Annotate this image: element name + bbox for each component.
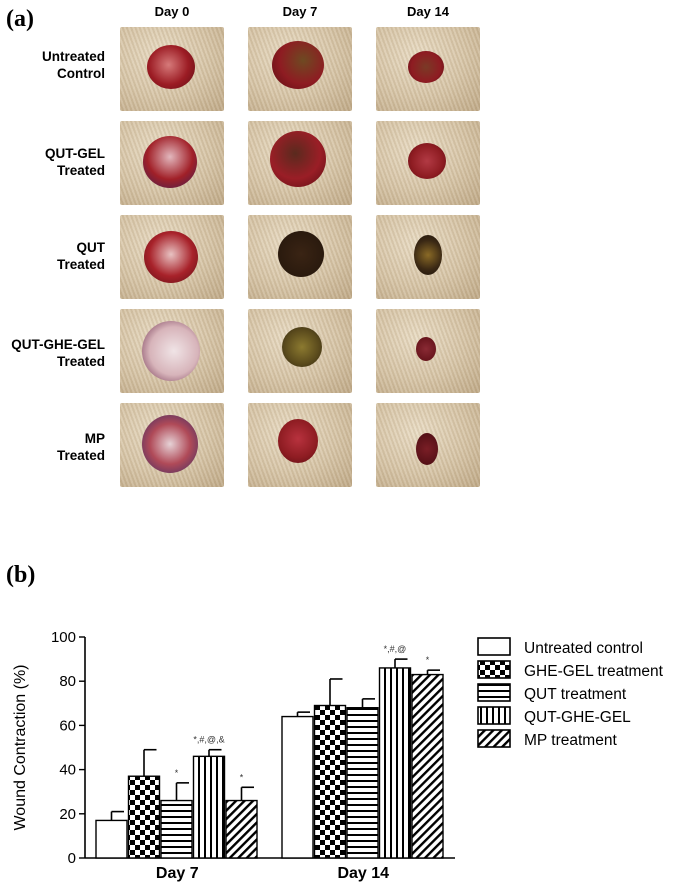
legend-label: GHE-GEL treatment <box>524 663 664 680</box>
legend-swatch-checker <box>477 660 511 679</box>
column-header-day-7: Day 7 <box>282 4 318 19</box>
wound-photo-qut-ghe-gel-day14 <box>376 309 480 393</box>
column-header-day-0: Day 0 <box>154 4 190 19</box>
legend-label: QUT-GHE-GEL <box>524 709 631 726</box>
row-label-qut: QUT Treated <box>56 240 105 272</box>
panel-a-label: (a) <box>6 6 34 32</box>
y-tick-label: 80 <box>59 673 76 690</box>
bar-plain-1 <box>281 715 314 859</box>
significance-marker: * <box>175 768 179 778</box>
bar-vlines-0 <box>192 755 226 859</box>
legend-swatch-hlines <box>477 683 511 702</box>
wound-photo-qut-gel-day0 <box>120 121 224 205</box>
bar-hlines-1 <box>346 707 379 859</box>
x-tick-label: Day 7 <box>156 865 199 882</box>
bar-diag-1 <box>411 673 444 859</box>
legend-label: QUT treatment <box>524 686 627 703</box>
significance-marker: *,#,@,& <box>193 735 224 745</box>
significance-marker: *,#,@ <box>384 644 407 654</box>
wound-photo-qut-day7 <box>248 215 352 299</box>
bar-vlines-1 <box>378 667 412 859</box>
wound-photo-mp-day7 <box>248 403 352 487</box>
wound-photo-qut-day0 <box>120 215 224 299</box>
bar-diag-0 <box>225 799 258 859</box>
row-label-mp: MP Treated <box>56 431 105 463</box>
legend-swatch-diag <box>477 729 511 748</box>
row-label-qut-gel: QUT-GEL Treated <box>45 146 105 178</box>
legend-label: Untreated control <box>524 640 643 657</box>
row-label-untreated: Untreated Control <box>41 49 105 81</box>
row-label-qut-ghe-gel: QUT-GHE-GEL Treated <box>11 337 105 369</box>
y-tick-label: 100 <box>51 629 76 646</box>
significance-marker: * <box>240 772 244 782</box>
bar-plain-0 <box>95 819 128 859</box>
wound-photo-mp-day14 <box>376 403 480 487</box>
bar-checker-1 <box>313 704 347 859</box>
y-tick-label: 0 <box>68 850 76 867</box>
legend-swatch-plain <box>477 637 511 656</box>
y-tick-label: 60 <box>59 717 76 734</box>
y-tick-label: 40 <box>59 762 76 779</box>
wound-photo-untreated-day0 <box>120 27 224 111</box>
wound-photo-qut-day14 <box>376 215 480 299</box>
wound-photo-qut-ghe-gel-day0 <box>120 309 224 393</box>
wound-photo-qut-gel-day14 <box>376 121 480 205</box>
y-axis-title: Wound Contraction (%) <box>12 665 29 831</box>
wound-photo-qut-gel-day7 <box>248 121 352 205</box>
legend-swatch-vlines <box>477 706 511 725</box>
bar-checker-0 <box>127 775 161 859</box>
wound-photo-mp-day0 <box>120 403 224 487</box>
wound-photo-untreated-day7 <box>248 27 352 111</box>
significance-marker: * <box>426 655 430 665</box>
bar-hlines-0 <box>160 799 193 859</box>
x-tick-label: Day 14 <box>337 865 389 882</box>
legend-label: MP treatment <box>524 732 617 749</box>
wound-photo-qut-ghe-gel-day7 <box>248 309 352 393</box>
panel-b-label: (b) <box>6 562 36 588</box>
wound-photo-untreated-day14 <box>376 27 480 111</box>
column-header-day-14: Day 14 <box>407 4 449 19</box>
y-tick-label: 20 <box>59 806 76 823</box>
